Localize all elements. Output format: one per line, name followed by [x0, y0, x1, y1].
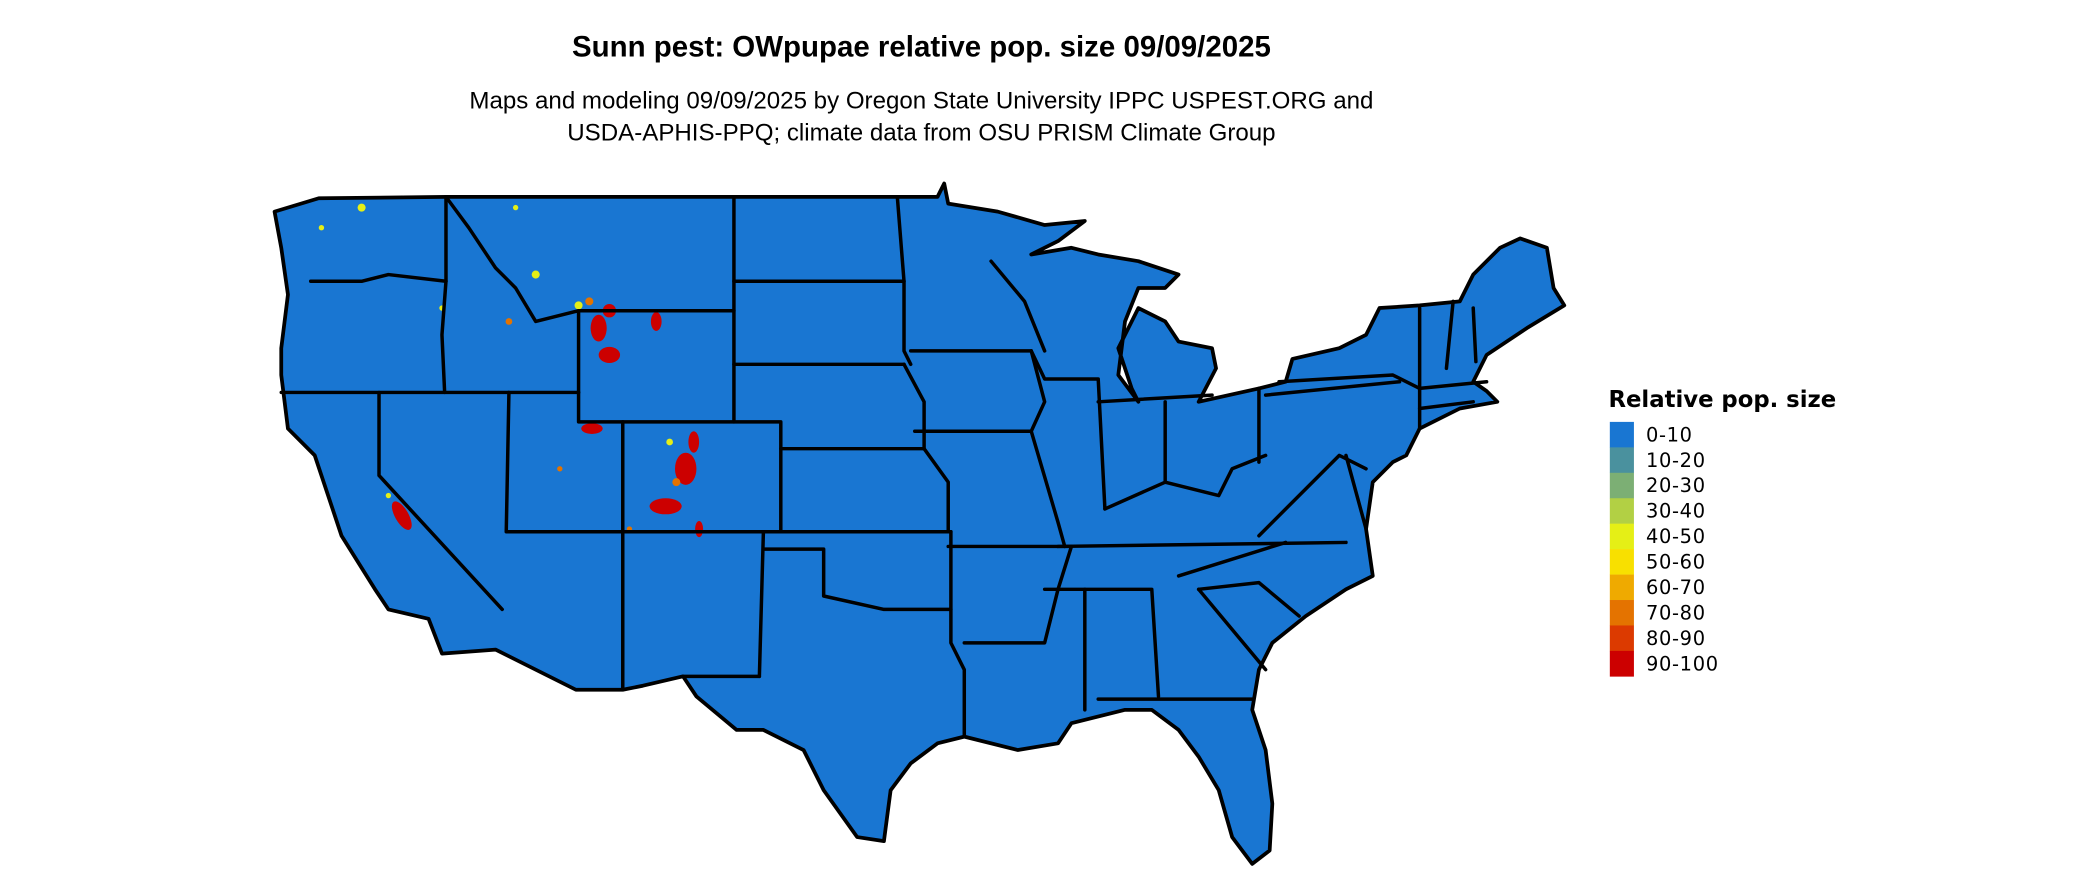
legend-swatch [1609, 600, 1634, 626]
map-title: Sunn pest: OWpupae relative pop. size 09… [572, 30, 1271, 63]
legend-swatch [1609, 650, 1634, 677]
us-map [272, 181, 1567, 866]
legend-label: 50-60 [1646, 551, 1706, 574]
legend-swatch [1609, 549, 1634, 575]
state-borders [279, 195, 1489, 739]
legend-label: 40-50 [1646, 525, 1706, 548]
legend-label: 90-100 [1646, 652, 1719, 675]
legend-label: 30-40 [1646, 500, 1706, 523]
subtitle-line-1: Maps and modeling 09/09/2025 by Oregon S… [469, 88, 1373, 115]
hotspots [318, 203, 704, 538]
legend-swatch [1609, 574, 1634, 601]
subtitle-line-2: USDA-APHIS-PPQ; climate data from OSU PR… [567, 120, 1275, 147]
legend-label: 70-80 [1646, 601, 1706, 624]
legend-swatch [1609, 625, 1634, 652]
legend-label: 20-30 [1646, 474, 1706, 497]
us-outline [272, 181, 1567, 866]
legend-swatch [1609, 523, 1634, 550]
legend-label: 80-90 [1646, 627, 1706, 650]
legend-label: 10-20 [1646, 449, 1706, 472]
legend-title: Relative pop. size [1608, 387, 1836, 413]
legend-label: 60-70 [1646, 576, 1706, 599]
legend-swatch [1609, 498, 1634, 524]
legend-label: 0-10 [1646, 423, 1693, 446]
legend-swatch [1609, 447, 1634, 474]
legend-swatch [1609, 472, 1634, 499]
legend-swatch [1609, 421, 1634, 448]
